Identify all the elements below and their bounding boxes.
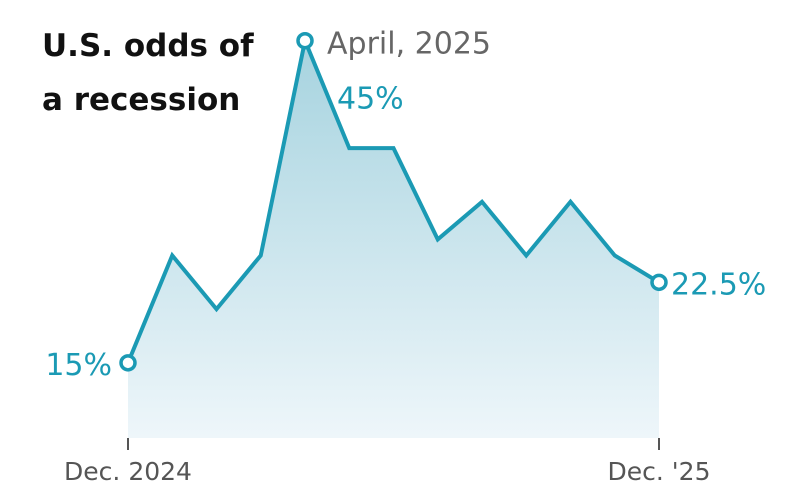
point-marker bbox=[296, 31, 314, 50]
point-marker bbox=[650, 273, 668, 292]
x-tick-label: Dec. '25 bbox=[608, 457, 711, 486]
value-label: 22.5% bbox=[671, 267, 766, 302]
value-label: 15% bbox=[45, 348, 112, 383]
value-label: 45% bbox=[337, 82, 404, 117]
area bbox=[128, 40, 659, 438]
line bbox=[126, 33, 661, 364]
annotation: April, 2025 bbox=[327, 27, 491, 62]
x-tick-label: Dec. 2024 bbox=[64, 457, 192, 486]
point-marker bbox=[119, 354, 137, 372]
chart-title: U.S. odds of bbox=[42, 28, 254, 64]
chart-title: a recession bbox=[42, 82, 240, 118]
